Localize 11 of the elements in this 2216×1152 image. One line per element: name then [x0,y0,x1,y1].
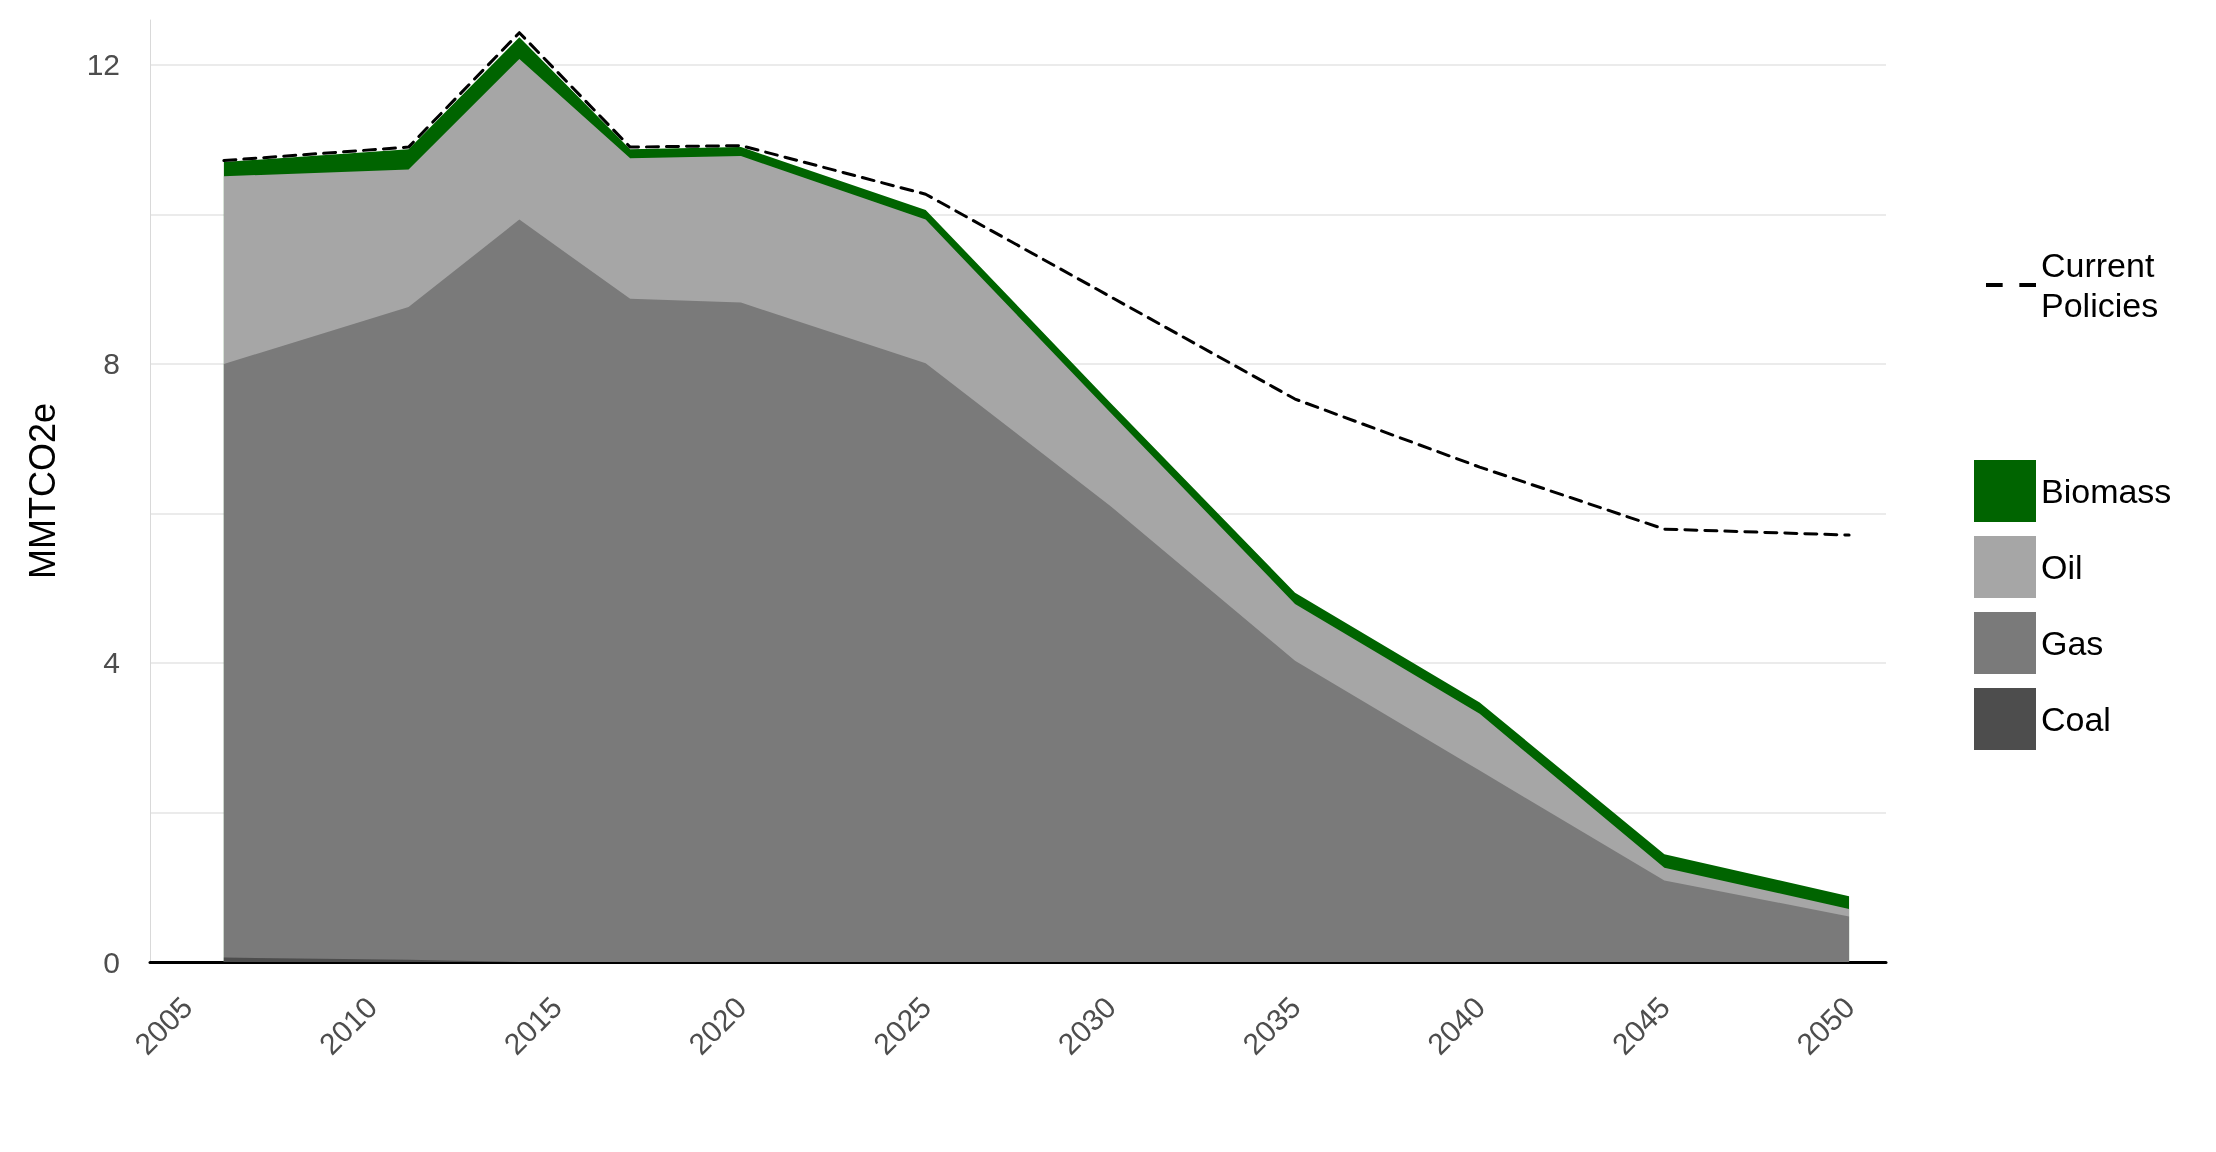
line-series [222,31,1851,537]
legend-label: Biomass [2041,472,2172,510]
legend-label: Gas [2041,624,2104,662]
legend-label: Current Policies [2041,246,2164,324]
y-axis-title: MMTCO2e [21,402,63,580]
y-tick-label: 4 [103,646,120,680]
legend-label: Coal [2041,700,2111,738]
y-tick-label: 8 [103,347,120,381]
y-tick-label: 12 [86,48,120,82]
y-tick-label: 0 [103,945,120,979]
legend-label: Oil [2041,548,2083,586]
